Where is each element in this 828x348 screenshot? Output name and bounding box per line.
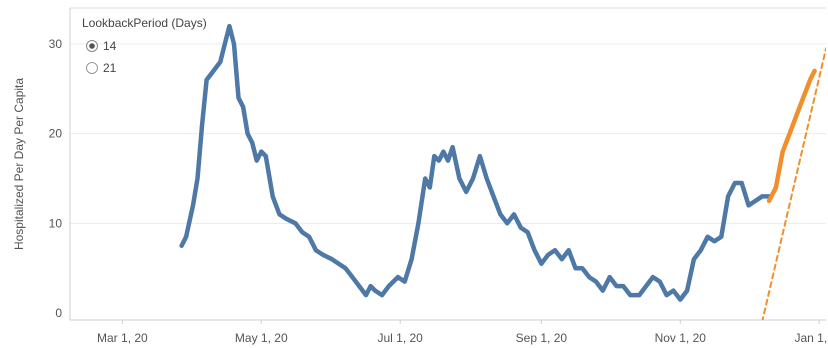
radio-option-14[interactable]: 14 <box>86 39 117 53</box>
series-line-1 <box>766 68 817 204</box>
legend: LookbackPeriod (Days) 14 21 <box>82 16 207 75</box>
y-tick-label-30: 30 <box>49 37 63 51</box>
gridlines <box>70 43 826 224</box>
legend-title: LookbackPeriod (Days) <box>82 16 207 30</box>
x-tick-label-4: Nov 1, 20 <box>655 331 707 345</box>
radio-option-21[interactable]: 21 <box>86 61 117 75</box>
radio-21-label[interactable]: 21 <box>103 61 117 75</box>
y-tick-label-0: 0 <box>55 306 62 320</box>
y-tick-label-20: 20 <box>49 127 63 141</box>
y-ticks: 0 10 20 30 <box>49 37 63 320</box>
y-tick-label-10: 10 <box>49 216 63 230</box>
series-group <box>179 23 826 320</box>
x-tick-label-0: Mar 1, 20 <box>97 331 148 345</box>
series-line-2-trend <box>761 47 826 320</box>
x-tick-label-1: May 1, 20 <box>235 331 288 345</box>
x-tick-label-3: Sep 1, 20 <box>516 331 568 345</box>
y-axis-title: Hospitalized Per Day Per Capita <box>12 78 26 250</box>
radio-14-label[interactable]: 14 <box>103 39 117 53</box>
radio-21-ring[interactable] <box>86 62 98 74</box>
x-tick-label-5: Jan 1, 21 <box>794 331 828 345</box>
series-line-0 <box>179 23 772 302</box>
radio-14-dot <box>89 43 95 49</box>
x-tick-label-2: Jul 1, 20 <box>377 331 423 345</box>
x-ticks: Mar 1, 20 May 1, 20 Jul 1, 20 Sep 1, 20 Nov … <box>97 320 828 345</box>
